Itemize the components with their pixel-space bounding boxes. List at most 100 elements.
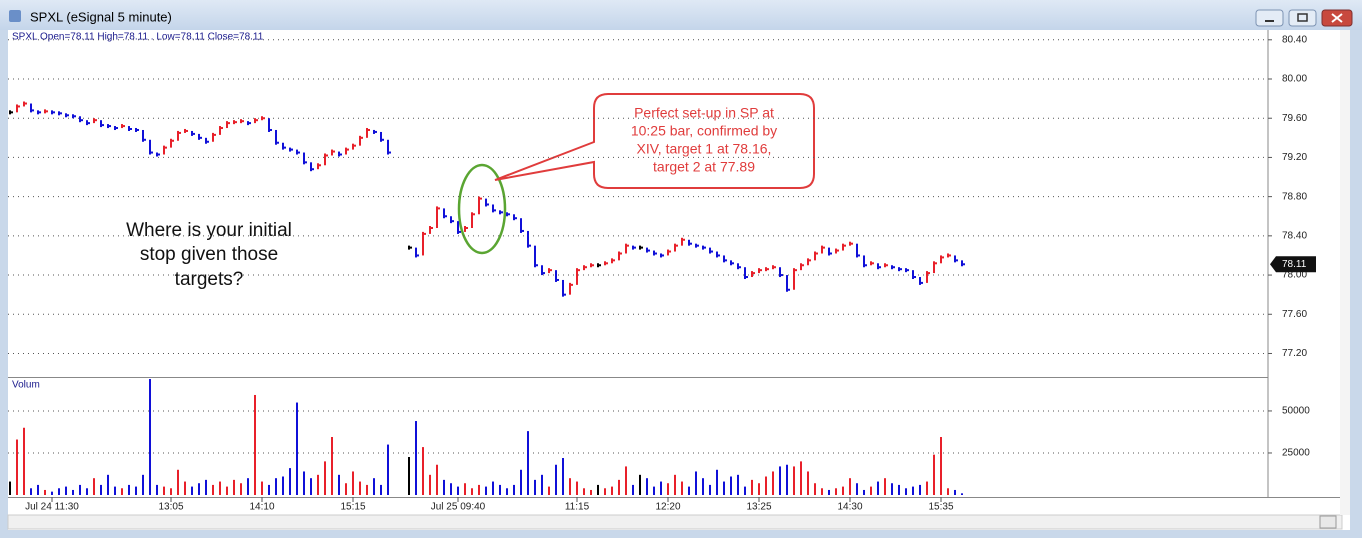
volume-bar [184,481,186,495]
last-price-tag [1270,256,1316,273]
volume-bar [660,481,662,495]
volume-bar [639,474,641,495]
volume-bar [779,466,781,495]
volume-bar [744,486,746,495]
volume-bar [947,488,949,495]
volume-bar [604,488,606,495]
volume-bar [800,461,802,495]
volume-bar [884,478,886,495]
volume-bar [93,478,95,495]
volume-bar [380,484,382,495]
scrollbar[interactable] [7,514,1343,530]
volume-bar [471,488,473,495]
window-title: SPXL (eSignal 5 minute) [30,9,172,24]
volume-bar [219,481,221,495]
volume-bar [86,488,88,495]
volume-bar [786,464,788,495]
x-tick-label: 15:15 [340,502,365,513]
y-tick-label: 80.00 [1282,74,1307,85]
volume-bar [807,471,809,495]
volume-bar [100,484,102,495]
callout: Perfect set-up in SP at 10:25 bar, confi… [631,105,777,175]
volume-bar [191,486,193,495]
volume-bar [282,476,284,495]
volume-bar [415,421,417,495]
volume-bar [534,479,536,495]
volume-bar [429,474,431,495]
volume-bar [576,481,578,495]
volume-bar [352,471,354,495]
scroll-thumb[interactable] [1319,515,1337,529]
volume-bar [212,484,214,495]
volume-bar [149,379,151,495]
volume-bar [37,484,39,495]
volume-bar [737,474,739,495]
volume-bar [562,458,564,495]
volume-bar [723,481,725,495]
volume-bar [338,474,340,495]
volume-bar [611,486,613,495]
y-tick-label: 79.20 [1282,152,1307,163]
callout-line: Perfect set-up in SP at [634,105,774,121]
volume-bar [240,483,242,495]
y-tick-label: 78.40 [1282,230,1307,241]
minimize-button[interactable] [1255,9,1284,27]
volume-bar [513,484,515,495]
volume-bar [961,493,963,495]
volume-bar [177,469,179,495]
maximize-button[interactable] [1288,9,1317,27]
volume-bar [366,484,368,495]
volume-bar [275,478,277,495]
volume-bar [905,488,907,495]
volume-bar [163,486,165,495]
volume-bar [107,474,109,495]
volume-bar [814,483,816,495]
plot: 77.20 77.60 78.00 78.40 78.80 79.20 79.60 80.00… [8,34,1316,513]
volume-bar [709,484,711,495]
y-tick-label: 78.80 [1282,191,1307,202]
volume-bar [877,481,879,495]
volume-bar [373,478,375,495]
title-bar [0,0,1362,30]
volume-bar [387,444,389,495]
x-tick-label: 15:35 [928,502,953,513]
volume-bar [618,479,620,495]
y-tick-label: 77.60 [1282,309,1307,320]
volume-bar [793,466,795,495]
volume-bar [716,469,718,495]
volume-bar [653,486,655,495]
volume-bar [681,481,683,495]
y-tick-label: 77.20 [1282,348,1307,359]
volume-bar [114,486,116,495]
volume-bar [135,486,137,495]
volume-bar [128,484,130,495]
ohlc-legend: SPXL Open=78.11 High=78.11 . Low=78.11 C… [12,32,264,43]
volume-bar [688,486,690,495]
volume-bar [331,437,333,495]
volume-bar [765,476,767,495]
app-icon [9,10,21,22]
volume-bar [51,491,53,495]
volume-bar [436,464,438,495]
volume-bar [408,457,410,495]
volume-bar [835,488,837,495]
volume-bar [772,471,774,495]
x-tick-label: 14:30 [837,502,862,513]
volume-bar [891,483,893,495]
volume-bar [247,478,249,495]
volume-bar [898,484,900,495]
note-line: stop given those [140,244,278,265]
volume-bar [702,478,704,495]
x-tick-label: 13:25 [746,502,771,513]
right-strip [1340,30,1350,515]
volume-bar [156,484,158,495]
x-tick-label: 14:10 [249,502,274,513]
volume-bar [142,474,144,495]
volume-bar [912,486,914,495]
volume-bar [632,484,634,495]
maximize-icon [1297,13,1308,22]
volume-bar [667,483,669,495]
volume-bar [856,483,858,495]
volume-bar [464,483,466,495]
